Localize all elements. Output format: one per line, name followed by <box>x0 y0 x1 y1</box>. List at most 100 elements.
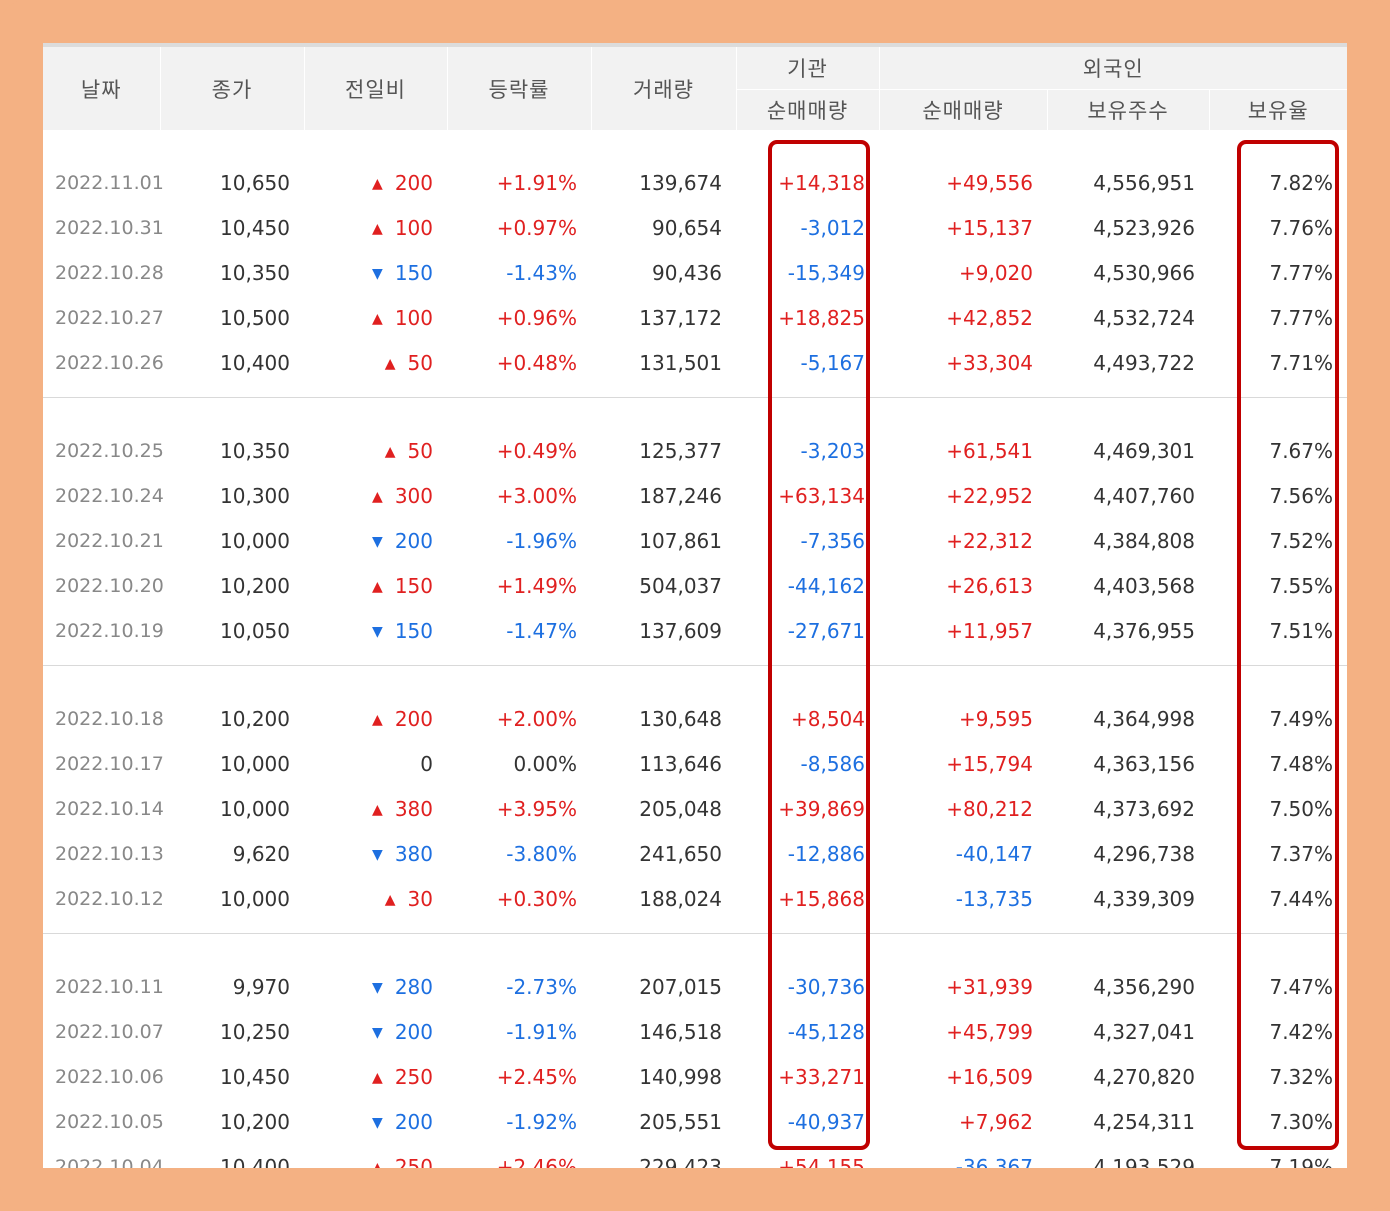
up-triangle-icon: ▲ <box>372 711 383 728</box>
foreign-holdings-cell-text: 4,364,998 <box>1093 706 1195 731</box>
close-price-cell: 10,200 <box>160 1099 304 1144</box>
foreign-ratio-cell-text: 7.49% <box>1269 706 1334 731</box>
volume-cell: 188,024 <box>591 876 736 921</box>
foreign-holdings-cell-text: 4,296,738 <box>1093 841 1195 866</box>
date-cell: 2022.10.20 <box>43 563 164 608</box>
volume-cell: 90,654 <box>591 205 736 250</box>
volume-cell-text: 188,024 <box>639 886 722 911</box>
foreign-net-cell: +80,212 <box>879 786 1047 831</box>
daily-trading-table: 날짜 종가 전일비 등락률 거래량 기관 외국인 순매매량 순매매량 보유주수 … <box>43 43 1347 1168</box>
change-cell: ▼ 200 <box>304 518 447 563</box>
foreign-holdings-cell-text: 4,493,722 <box>1093 350 1195 375</box>
table-row: 2022.10.25 10,350 ▲ 50 +0.49% 125,377 -3,203 +6… <box>43 428 1347 473</box>
change-rate-cell-text: +3.95% <box>496 796 577 821</box>
foreign-ratio-cell: 7.51% <box>1209 608 1347 653</box>
foreign-ratio-cell-text: 7.44% <box>1269 886 1334 911</box>
volume-cell-text: 205,048 <box>639 796 722 821</box>
institution-net-cell: -12,886 <box>736 831 879 876</box>
foreign-net-cell: +45,799 <box>879 1009 1047 1054</box>
institution-net-cell: -30,736 <box>736 964 879 1009</box>
institution-net-cell-text: -30,736 <box>787 974 865 999</box>
table-row: 2022.10.05 10,200 ▼ 200 -1.92% 205,551 -40,937… <box>43 1099 1347 1144</box>
foreign-holdings-cell-text: 4,327,041 <box>1093 1019 1195 1044</box>
date-cell-text: 2022.10.28 <box>55 261 164 284</box>
change-rate-cell: +1.91% <box>447 160 591 205</box>
foreign-holdings-cell-text: 4,384,808 <box>1093 528 1195 553</box>
date-cell: 2022.10.25 <box>43 428 164 473</box>
foreign-holdings-cell-text: 4,356,290 <box>1093 974 1195 999</box>
change-rate-cell-text: +2.46% <box>496 1154 577 1169</box>
group-bottom-spacer <box>43 653 1347 666</box>
foreign-net-cell-text: +33,304 <box>946 350 1033 375</box>
foreign-holdings-cell: 4,532,724 <box>1047 295 1209 340</box>
foreign-ratio-cell: 7.37% <box>1209 831 1347 876</box>
foreign-net-cell-text: +80,212 <box>946 796 1033 821</box>
volume-cell: 205,048 <box>591 786 736 831</box>
institution-net-cell: -5,167 <box>736 340 879 385</box>
table-header: 날짜 종가 전일비 등락률 거래량 기관 외국인 순매매량 순매매량 보유주수 … <box>43 43 1347 130</box>
change-rate-cell: +2.45% <box>447 1054 591 1099</box>
change-cell: ▲ 250 <box>304 1054 447 1099</box>
group-bottom-spacer <box>43 921 1347 934</box>
date-cell: 2022.10.04 <box>43 1144 164 1169</box>
close-price-cell-text: 10,350 <box>220 260 290 285</box>
foreign-holdings-cell: 4,376,955 <box>1047 608 1209 653</box>
volume-cell: 229,423 <box>591 1144 736 1169</box>
close-price-cell: 10,000 <box>160 876 304 921</box>
foreign-holdings-cell: 4,469,301 <box>1047 428 1209 473</box>
close-price-cell: 10,050 <box>160 608 304 653</box>
date-cell: 2022.10.24 <box>43 473 164 518</box>
down-triangle-icon: ▼ <box>372 533 383 550</box>
group-bottom-spacer <box>43 385 1347 398</box>
change-cell: ▲ 100 <box>304 205 447 250</box>
change-rate-cell: +3.95% <box>447 786 591 831</box>
institution-net-cell: +15,868 <box>736 876 879 921</box>
group-top-spacer <box>43 934 1347 964</box>
foreign-ratio-cell: 7.42% <box>1209 1009 1347 1054</box>
change-rate-cell: -1.91% <box>447 1009 591 1054</box>
institution-net-cell-text: -40,937 <box>787 1109 865 1134</box>
volume-cell: 90,436 <box>591 250 736 295</box>
date-cell: 2022.10.26 <box>43 340 164 385</box>
foreign-holdings-cell: 4,254,311 <box>1047 1099 1209 1144</box>
down-triangle-icon: ▼ <box>372 846 383 863</box>
change-rate-cell: 0.00% <box>447 741 591 786</box>
foreign-holdings-cell: 4,193,529 <box>1047 1144 1209 1169</box>
institution-net-cell: -3,203 <box>736 428 879 473</box>
close-price-cell-text: 10,400 <box>220 350 290 375</box>
volume-cell: 146,518 <box>591 1009 736 1054</box>
date-cell: 2022.11.01 <box>43 160 164 205</box>
down-triangle-icon: ▼ <box>372 265 383 282</box>
volume-cell-text: 90,654 <box>652 215 722 240</box>
foreign-net-cell-text: +31,939 <box>946 974 1033 999</box>
date-cell-text: 2022.10.24 <box>55 484 164 507</box>
foreign-net-cell-text: +9,595 <box>958 706 1033 731</box>
group-divider <box>43 397 1347 398</box>
header-rate: 등락률 <box>446 43 591 130</box>
foreign-net-cell-text: +49,556 <box>946 170 1033 195</box>
date-cell-text: 2022.10.19 <box>55 619 164 642</box>
close-price-cell: 10,250 <box>160 1009 304 1054</box>
foreign-net-cell: +9,020 <box>879 250 1047 295</box>
volume-cell: 137,609 <box>591 608 736 653</box>
close-price-cell: 10,000 <box>160 518 304 563</box>
change-rate-cell: -1.47% <box>447 608 591 653</box>
volume-cell-text: 504,037 <box>639 573 722 598</box>
volume-cell-text: 130,648 <box>639 706 722 731</box>
foreign-holdings-cell: 4,523,926 <box>1047 205 1209 250</box>
foreign-net-cell: +9,595 <box>879 696 1047 741</box>
foreign-ratio-cell: 7.55% <box>1209 563 1347 608</box>
group-top-spacer <box>43 398 1347 428</box>
foreign-ratio-cell-text: 7.82% <box>1269 170 1334 195</box>
foreign-holdings-cell: 4,296,738 <box>1047 831 1209 876</box>
foreign-net-cell-text: -36,367 <box>955 1154 1033 1169</box>
down-triangle-icon: ▼ <box>372 1024 383 1041</box>
institution-net-cell: +8,504 <box>736 696 879 741</box>
institution-net-cell-text: +54,155 <box>778 1154 865 1169</box>
change-value: 380 <box>394 841 433 866</box>
date-cell: 2022.10.11 <box>43 964 164 1009</box>
foreign-net-cell-text: -40,147 <box>955 841 1033 866</box>
foreign-ratio-cell-text: 7.50% <box>1269 796 1334 821</box>
change-rate-cell: +3.00% <box>447 473 591 518</box>
volume-cell: 205,551 <box>591 1099 736 1144</box>
